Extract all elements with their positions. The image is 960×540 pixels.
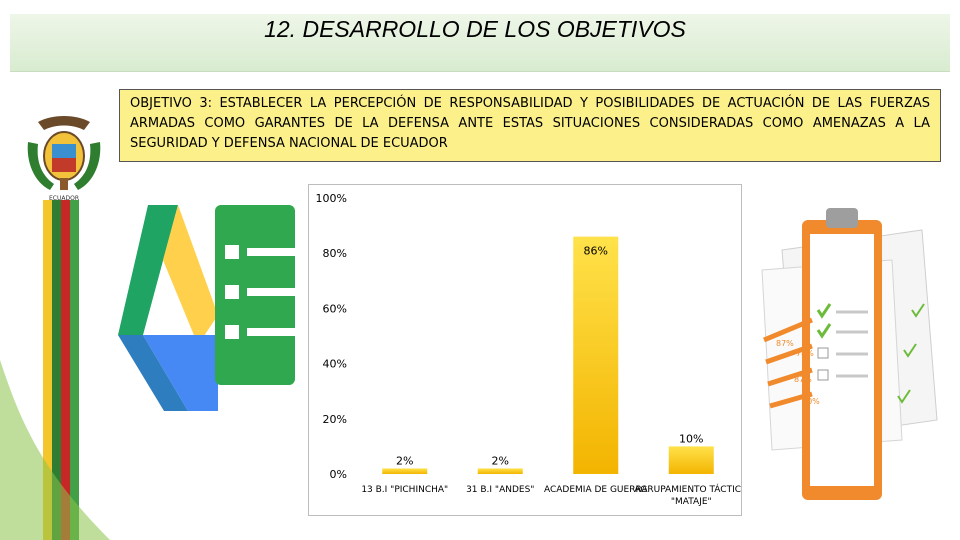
x-tick-label: 13 B.I "PICHINCHA"	[361, 485, 448, 495]
chart-frame: 0% 20% 40% 60% 80% 100% 2% 2% 86% 10% 13 B.I "PI…	[308, 184, 749, 516]
x-tick-label: ACADEMIA DE GUERRA	[544, 485, 648, 495]
checklist-percent-4: 60%	[802, 397, 820, 406]
data-label: 2%	[396, 454, 413, 467]
data-label: 2%	[492, 454, 509, 467]
slide-title: 12. DESARROLLO DE LOS OBJETIVOS	[264, 16, 686, 42]
drive-icon	[118, 205, 218, 411]
coat-of-arms-emblem: ECUADOR	[27, 116, 101, 202]
emblem-caption: ECUADOR	[49, 195, 79, 202]
green-swoosh	[0, 360, 110, 540]
checklist-percent-2: 78%	[796, 349, 814, 358]
bar-chart: 0% 20% 40% 60% 80% 100% 2% 2% 86% 10% 13 B.I "PI…	[316, 192, 749, 507]
y-tick-label: 60%	[323, 302, 347, 315]
stripe-yellow	[43, 200, 52, 540]
checklist-percent-1: 87%	[776, 339, 794, 348]
x-tick-label: AGRUPAMIENTO TÁCTICO "MATAJE"	[634, 483, 741, 507]
checklist-percent-3: 87%	[794, 375, 812, 384]
bar	[477, 468, 523, 474]
clipboard-checklist-illustration: 87% 78% 87% 60%	[761, 208, 938, 500]
bar	[668, 446, 714, 474]
y-tick-label: 100%	[316, 192, 347, 205]
stripe-green	[52, 200, 61, 540]
title-bar	[10, 14, 950, 72]
y-tick-label: 40%	[323, 358, 347, 371]
y-tick-label: 80%	[323, 247, 347, 260]
bar	[573, 236, 619, 474]
forms-icon	[215, 205, 295, 385]
stripe-red	[61, 200, 70, 540]
data-label: 10%	[679, 432, 703, 445]
data-label: 86%	[584, 245, 608, 258]
stripe-green-2	[70, 200, 79, 540]
y-tick-label: 0%	[330, 468, 347, 481]
y-tick-label: 20%	[323, 413, 347, 426]
objective-text: OBJETIVO 3: ESTABLECER LA PERCEPCIÓN DE …	[119, 89, 941, 162]
x-tick-label: 31 B.I "ANDES"	[466, 485, 534, 495]
bar	[382, 468, 428, 474]
